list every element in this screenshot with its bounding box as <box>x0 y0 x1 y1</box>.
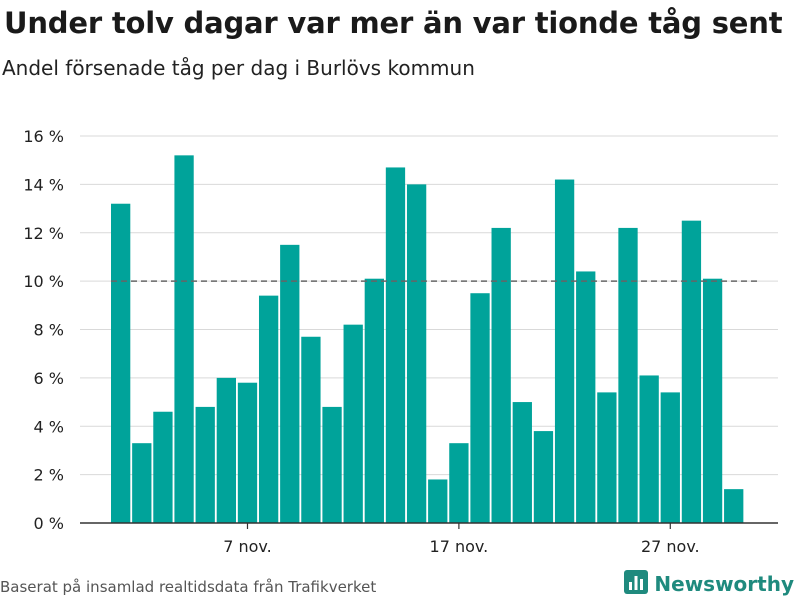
y-tick-label: 0 % <box>34 514 64 533</box>
y-axis-tick-labels: 0 % 2 % 4 % 6 % 8 % 10 % 12 % 14 % 16 % <box>23 127 64 533</box>
bar-2023-11-19 <box>491 227 511 523</box>
bar-2023-11-09 <box>280 244 300 523</box>
bar-2023-11-18 <box>470 293 490 523</box>
y-tick-label: 4 % <box>34 417 64 436</box>
x-tick-label: 27 nov. <box>641 537 700 556</box>
bar-chart: 0 % 2 % 4 % 6 % 8 % 10 % 12 % 14 % 16 % 7 nov. 17… <box>23 127 778 556</box>
x-axis <box>80 522 778 529</box>
bar-2023-11-01 <box>111 203 131 523</box>
y-tick-label: 12 % <box>23 224 64 243</box>
bar-chart-icon <box>624 570 649 598</box>
y-tick-label: 8 % <box>34 321 64 340</box>
bar-2023-11-21 <box>533 431 554 523</box>
bar-2023-11-20 <box>512 402 532 523</box>
y-tick-label: 14 % <box>23 175 64 194</box>
bar-2023-11-04 <box>174 155 194 523</box>
bar-2023-11-06 <box>216 377 236 523</box>
bar-2023-11-13 <box>364 278 384 523</box>
bar-2023-11-10 <box>301 336 321 523</box>
x-axis-tick-labels: 7 nov. 17 nov. 27 nov. <box>223 537 699 556</box>
bar-2023-11-07 <box>237 382 258 523</box>
y-tick-label: 2 % <box>34 466 64 485</box>
chart-title: Under tolv dagar var mer än var tionde t… <box>4 6 783 40</box>
bar-2023-11-25 <box>618 227 638 523</box>
bar-2023-11-27 <box>660 392 680 523</box>
brand-name: Newsworthy <box>654 572 794 596</box>
bar-2023-11-17 <box>449 443 469 523</box>
x-tick-label: 17 nov. <box>430 537 489 556</box>
bar-2023-11-11 <box>322 406 342 523</box>
x-tick-label: 7 nov. <box>223 537 272 556</box>
bar-2023-11-30 <box>724 489 744 523</box>
bar-2023-11-26 <box>639 375 659 523</box>
bar-2023-11-15 <box>406 184 427 523</box>
bar-2023-11-02 <box>132 443 152 523</box>
bar-2023-11-05 <box>195 406 215 523</box>
bar-2023-11-03 <box>153 411 173 523</box>
bar-2023-11-14 <box>385 167 406 523</box>
chart-subtitle: Andel försenade tåg per dag i Burlövs ko… <box>2 56 475 80</box>
source-note: Baserat på insamlad realtidsdata från Tr… <box>0 578 377 596</box>
bar-2023-11-16 <box>428 479 448 523</box>
bar-2023-11-24 <box>597 392 617 523</box>
y-tick-label: 6 % <box>34 369 64 388</box>
y-tick-label: 10 % <box>23 272 64 291</box>
bar-2023-11-29 <box>702 278 723 523</box>
bar-2023-11-22 <box>554 179 575 523</box>
bar-2023-11-12 <box>343 324 363 523</box>
bar-2023-11-23 <box>576 271 596 523</box>
y-tick-label: 16 % <box>23 127 64 146</box>
bars <box>111 155 744 523</box>
bar-2023-11-08 <box>258 295 279 523</box>
brand-logo[interactable]: Newsworthy <box>624 569 794 599</box>
bar-2023-11-28 <box>681 220 702 523</box>
